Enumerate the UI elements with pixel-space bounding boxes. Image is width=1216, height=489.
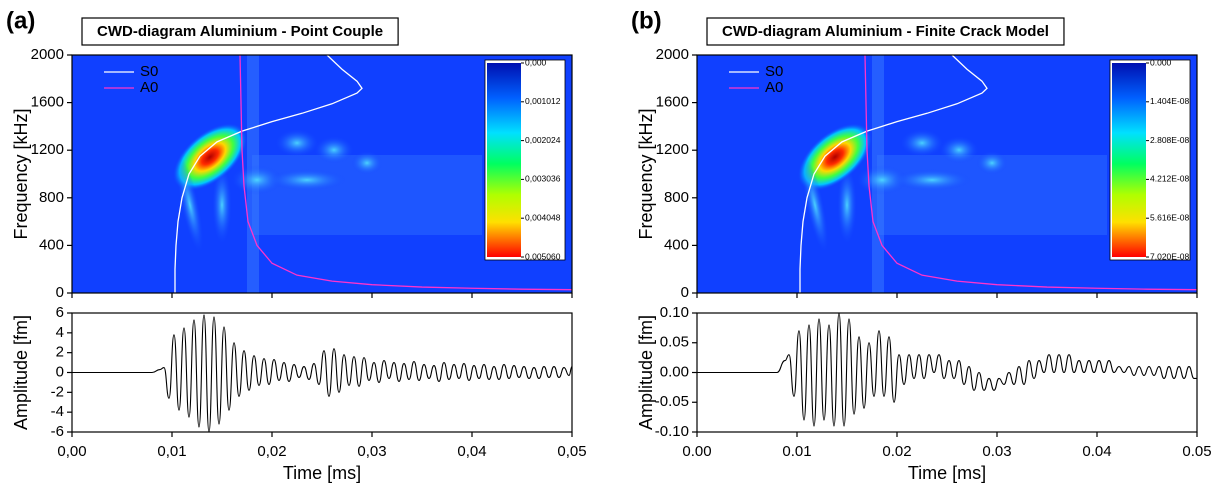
y-tick-label: 2 [56, 344, 64, 361]
x-tick-label: 0,05 [557, 443, 586, 460]
legend-label: S0 [140, 63, 158, 80]
y-tick-label: -4 [51, 403, 64, 420]
y-tick-label: 2000 [31, 46, 64, 63]
legend-label: S0 [765, 63, 783, 80]
y-tick-label: 4 [56, 324, 64, 341]
panel-label: (a) [6, 7, 35, 34]
y-tick-label: 1600 [656, 94, 689, 111]
y-axis-title: Frequency [kHz] [636, 108, 656, 239]
y-tick-label: -6 [51, 423, 64, 440]
colorbar-tick-label: 0,005060 [525, 251, 561, 261]
colorbar-tick-label: 0,001012 [525, 96, 561, 106]
x-tick-label: 0,00 [57, 443, 86, 460]
heatmap-blob [900, 129, 944, 157]
heatmap-frame [696, 54, 1198, 294]
heatmap-blob [797, 123, 873, 191]
y-tick-label: -2 [51, 383, 64, 400]
heatmap-blob [212, 165, 232, 245]
x-tick-label: 0.04 [1082, 443, 1111, 460]
colorbar-tick-label: 0,003036 [525, 174, 561, 184]
x-axis-title: Time [ms] [283, 463, 361, 483]
heatmap-blob [351, 151, 383, 175]
y-tick-label: 800 [664, 189, 689, 206]
y-axis-title: Amplitude [fm] [11, 315, 31, 430]
heatmap-blob [172, 123, 248, 191]
y-tick-label: 0 [56, 363, 64, 380]
x-tick-label: 0,04 [457, 443, 486, 460]
heatmap-blob [837, 165, 857, 245]
x-axis-title: Time [ms] [908, 463, 986, 483]
y-tick-label: 0 [56, 284, 64, 301]
x-tick-label: 0.01 [782, 443, 811, 460]
y-tick-label: -0.05 [655, 393, 689, 410]
heatmap-blob [275, 129, 319, 157]
colorbar-tick-label: 1.404E-08 [1150, 96, 1189, 106]
colorbar-tick-label: 7.020E-08 [1150, 251, 1189, 261]
x-tick-label: 0,02 [257, 443, 286, 460]
y-tick-label: 400 [664, 236, 689, 253]
y-tick-label: 1200 [656, 141, 689, 158]
colorbar-tick-label: 0,000 [525, 57, 547, 67]
y-tick-label: 0.05 [660, 334, 689, 351]
colorbar [1112, 63, 1146, 257]
colorbar-tick-label: 2.808E-08 [1150, 135, 1189, 145]
colorbar-tick-label: 0,002024 [525, 135, 561, 145]
heatmap-frame [71, 54, 573, 294]
heatmap-blob [314, 136, 354, 164]
x-tick-label: 0.03 [982, 443, 1011, 460]
colorbar [487, 63, 521, 257]
x-tick-label: 0.02 [882, 443, 911, 460]
y-tick-label: 6 [56, 304, 64, 321]
y-tick-label: 0.00 [660, 363, 689, 380]
y-tick-label: 800 [39, 189, 64, 206]
x-tick-label: 0,03 [357, 443, 386, 460]
x-tick-label: 0,01 [157, 443, 186, 460]
legend-label: A0 [140, 79, 158, 96]
colorbar-tick-label: 0.000 [1150, 57, 1172, 67]
chart-title: CWD-diagram Aluminium - Point Couple [97, 23, 383, 40]
x-tick-label: 0.00 [682, 443, 711, 460]
x-tick-label: 0.05 [1182, 443, 1211, 460]
waveform-line [72, 314, 573, 433]
legend-label: A0 [765, 79, 783, 96]
y-tick-label: 2000 [656, 46, 689, 63]
colorbar-tick-label: 4.212E-08 [1150, 174, 1189, 184]
heatmap-blob [267, 169, 347, 191]
y-tick-label: 0.10 [660, 304, 689, 321]
colorbar-tick-label: 0,004048 [525, 212, 561, 222]
chart-title: CWD-diagram Aluminium - Finite Crack Mod… [722, 23, 1049, 40]
heatmap-blob [976, 151, 1008, 175]
waveform-line [697, 312, 1197, 427]
y-tick-label: 1600 [31, 94, 64, 111]
y-tick-label: 0 [681, 284, 689, 301]
y-axis-title: Amplitude [fm] [636, 315, 656, 430]
title-box [81, 17, 399, 46]
y-tick-label: 400 [39, 236, 64, 253]
panel-label: (b) [631, 7, 662, 34]
y-tick-label: -0.10 [655, 423, 689, 440]
heatmap-blob [939, 136, 979, 164]
title-box [706, 17, 1065, 46]
y-tick-label: 1200 [31, 141, 64, 158]
dispersion-curve [239, 55, 572, 291]
dispersion-curve [864, 55, 1197, 291]
heatmap-blob [801, 156, 829, 254]
y-axis-title: Frequency [kHz] [11, 108, 31, 239]
heatmap-blob [176, 156, 204, 254]
heatmap-blob [892, 169, 972, 191]
colorbar-tick-label: 5.616E-08 [1150, 212, 1189, 222]
